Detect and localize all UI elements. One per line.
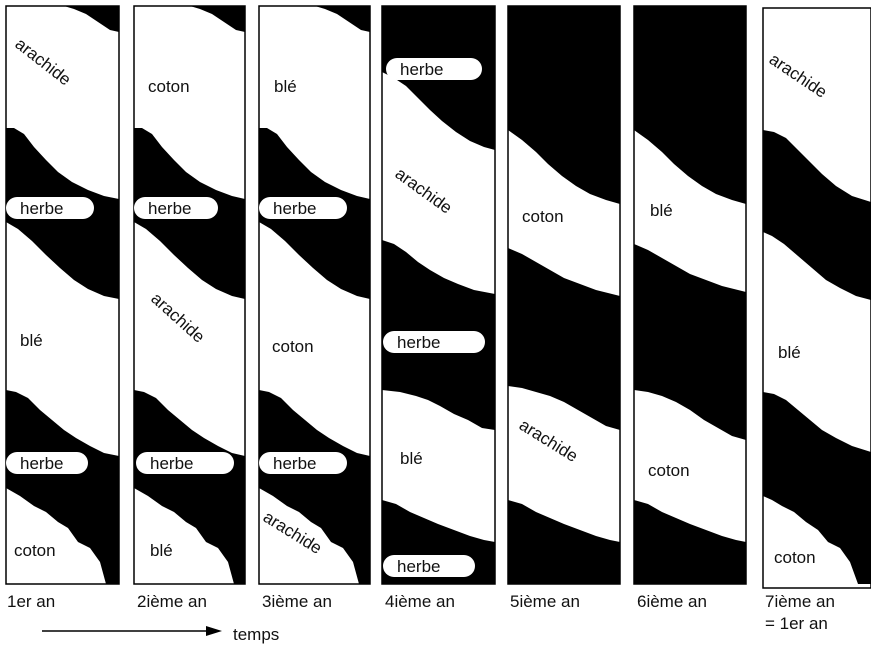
grass-label: herbe: [273, 454, 316, 473]
grass-label-pill: herbe: [383, 555, 475, 577]
grass-label-pill: herbe: [386, 58, 482, 80]
crop-label: coton: [14, 541, 56, 560]
crop-label: blé: [650, 201, 673, 220]
crop-label: coton: [522, 207, 564, 226]
grass-label: herbe: [397, 333, 440, 352]
time-arrow-icon: [42, 624, 222, 638]
crop-label: blé: [20, 331, 43, 350]
strip-year-4: [382, 6, 495, 584]
grass-label: herbe: [20, 199, 63, 218]
grass-label: herbe: [397, 557, 440, 576]
year-label-5: 5ième an: [510, 592, 580, 612]
grass-label-pill: herbe: [134, 197, 218, 219]
grass-label: herbe: [148, 199, 191, 218]
year-label-1: 1er an: [7, 592, 55, 612]
year-label-7: 7ième an: [765, 592, 835, 612]
crop-label: blé: [400, 449, 423, 468]
year-label-6: 6ième an: [637, 592, 707, 612]
crop-label: blé: [778, 343, 801, 362]
grass-label-pill: herbe: [6, 452, 88, 474]
year-label-3: 3ième an: [262, 592, 332, 612]
crop-label: coton: [148, 77, 190, 96]
crop-label: blé: [150, 541, 173, 560]
grass-label-pill: herbe: [259, 452, 347, 474]
strip-year-6: [634, 6, 746, 584]
year-label-4: 4ième an: [385, 592, 455, 612]
year-label-2: 2ième an: [137, 592, 207, 612]
crop-label: coton: [648, 461, 690, 480]
grass-label-pill: herbe: [259, 197, 347, 219]
crop-label: coton: [272, 337, 314, 356]
year-label-7-equivalence: = 1er an: [765, 614, 828, 634]
grass-label-pill: herbe: [136, 452, 234, 474]
grass-label: herbe: [20, 454, 63, 473]
grass-label: herbe: [400, 60, 443, 79]
crop-label: blé: [274, 77, 297, 96]
strip-year-5: [508, 6, 620, 584]
grass-label: herbe: [150, 454, 193, 473]
time-axis-label: temps: [233, 625, 279, 645]
strip-year-1: [6, 6, 119, 584]
grass-label-pill: herbe: [383, 331, 485, 353]
grass-label: herbe: [273, 199, 316, 218]
crop-label: coton: [774, 548, 816, 567]
grass-label-pill: herbe: [6, 197, 94, 219]
